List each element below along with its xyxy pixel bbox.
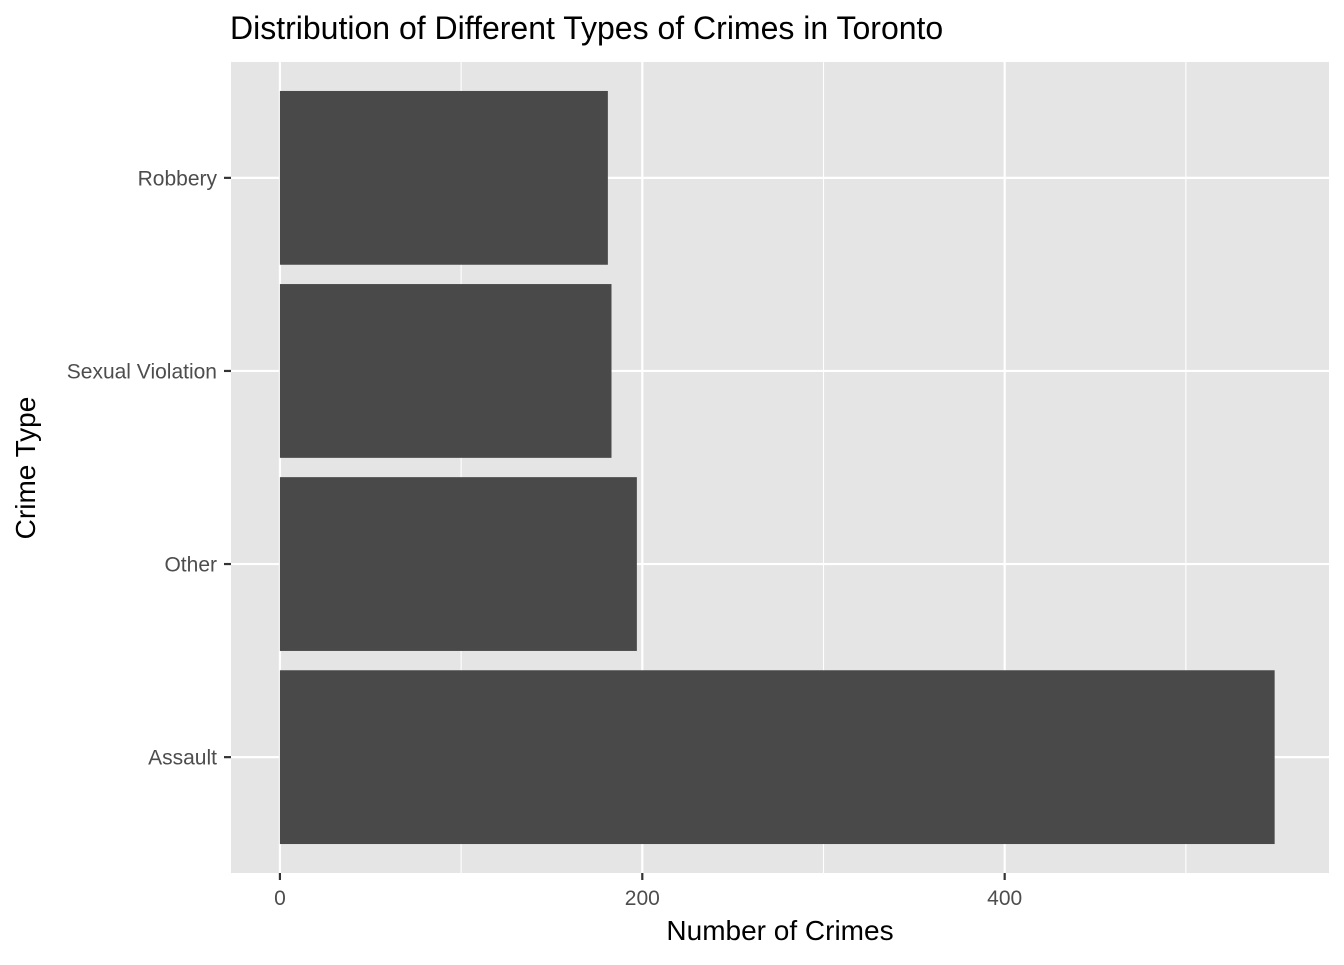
y-tick-label: Sexual Violation [67, 360, 217, 383]
bars [279, 90, 1275, 845]
x-axis: 0 200 400 [274, 873, 1022, 910]
bar-robbery [279, 90, 608, 265]
bar-sexual-violation [279, 284, 612, 458]
y-tick-label: Robbery [138, 167, 218, 190]
bar-assault [279, 670, 1275, 845]
y-axis-title: Crime Type [10, 397, 41, 540]
chart-title: Distribution of Different Types of Crime… [230, 10, 943, 46]
x-tick-label: 400 [987, 887, 1022, 910]
x-tick-label: 200 [625, 887, 660, 910]
x-tick-label: 0 [274, 887, 286, 910]
bar-other [279, 477, 637, 651]
x-axis-title: Number of Crimes [666, 915, 893, 946]
y-tick-label: Assault [148, 747, 217, 770]
y-axis: Assault Other Sexual Violation Robbery [67, 167, 231, 770]
y-tick-label: Other [164, 554, 217, 577]
